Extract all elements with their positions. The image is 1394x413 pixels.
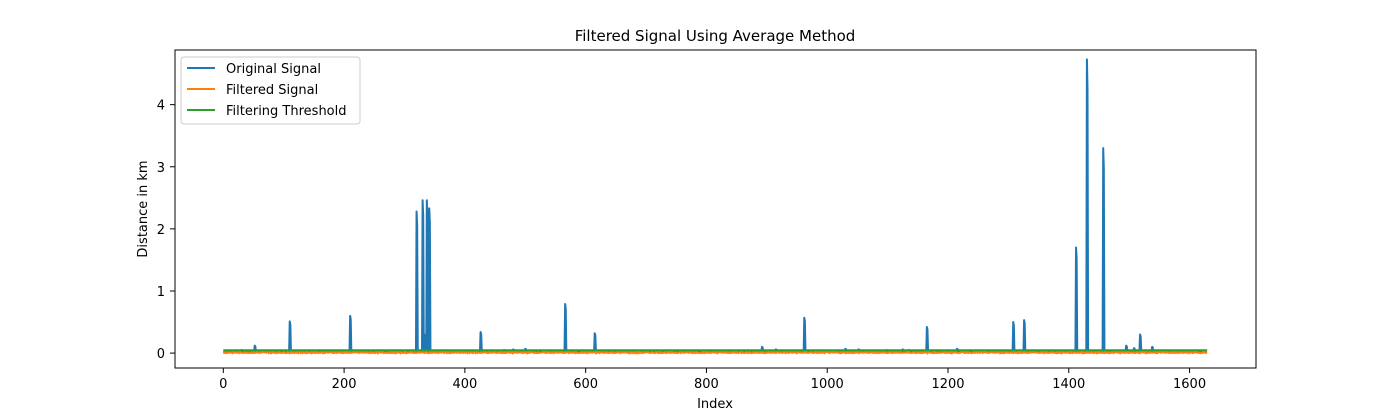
y-axis: 0 1 2 3 4 (157, 99, 175, 362)
plot-frame (174, 49, 1257, 369)
x-tick-label: 0 (219, 377, 227, 392)
series-original-signal (222, 58, 1208, 354)
legend-label-threshold: Filtering Threshold (226, 104, 347, 119)
legend-item-filtered: Filtered Signal (187, 83, 318, 98)
x-tick-label: 1000 (811, 377, 844, 392)
chart-title: Filtered Signal Using Average Method (575, 27, 856, 45)
y-axis-label: Distance in km (136, 160, 151, 257)
y-tick-label: 2 (157, 223, 165, 238)
x-tick-label: 400 (452, 377, 477, 392)
series-filtered-signal (222, 349, 1208, 356)
legend-label-filtered: Filtered Signal (226, 83, 318, 98)
legend: Original Signal Filtered Signal Filterin… (180, 56, 361, 125)
x-tick-label: 800 (694, 377, 719, 392)
x-tick-label: 1200 (931, 377, 964, 392)
y-tick-label: 0 (157, 347, 165, 362)
x-tick-label: 1400 (1052, 377, 1085, 392)
y-tick-label: 4 (157, 99, 165, 114)
y-tick-label: 3 (157, 161, 165, 176)
x-axis: 0 200 400 600 800 1000 1200 1400 1600 (219, 368, 1206, 392)
legend-box (180, 56, 361, 125)
x-tick-label: 200 (332, 377, 357, 392)
legend-label-original: Original Signal (226, 62, 321, 77)
y-tick-label: 1 (157, 285, 165, 300)
x-axis-label: Index (697, 397, 733, 412)
x-tick-label: 1600 (1173, 377, 1206, 392)
plot-area (174, 49, 1257, 369)
x-tick-label: 600 (573, 377, 598, 392)
legend-item-original: Original Signal (187, 62, 321, 77)
legend-item-threshold: Filtering Threshold (187, 104, 347, 119)
